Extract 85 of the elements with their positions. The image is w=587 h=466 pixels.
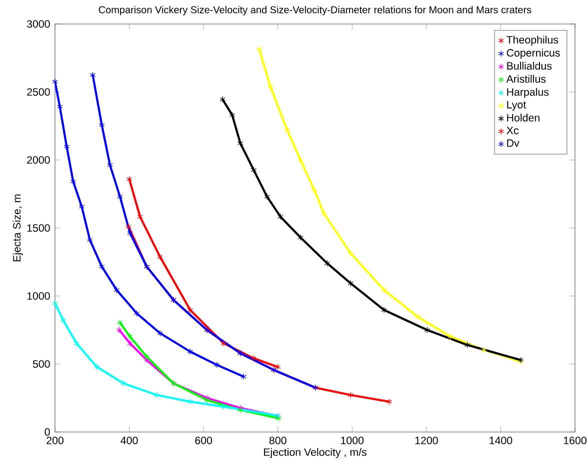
point xyxy=(220,340,226,347)
point xyxy=(144,353,150,360)
point xyxy=(98,122,105,128)
point xyxy=(157,254,163,260)
legend-label: Copernicus xyxy=(506,48,560,59)
point xyxy=(98,263,105,270)
point xyxy=(114,286,120,294)
point xyxy=(127,333,133,340)
x-tick-label: 1000 xyxy=(341,436,364,444)
point xyxy=(137,213,143,220)
point xyxy=(298,234,304,241)
point xyxy=(348,280,354,287)
legend-label: Lyot xyxy=(507,101,526,111)
legend-label: Xc xyxy=(506,126,518,134)
y-tick-label: 3000 xyxy=(26,20,50,28)
point xyxy=(381,286,387,294)
point xyxy=(60,316,66,324)
legend-label: Dv xyxy=(507,139,520,147)
point xyxy=(348,392,354,398)
point xyxy=(134,310,140,317)
point xyxy=(187,348,194,355)
point xyxy=(220,403,226,410)
point xyxy=(250,355,257,362)
point xyxy=(240,373,247,380)
point xyxy=(74,340,80,347)
x-tick-label: 1400 xyxy=(490,436,512,444)
point xyxy=(117,193,123,200)
x-tick-label: 600 xyxy=(195,436,212,444)
y-tick-label: 0 xyxy=(44,428,50,436)
point xyxy=(126,176,132,182)
y-tick-label: 2500 xyxy=(27,88,50,96)
point xyxy=(324,260,330,267)
point xyxy=(264,193,270,200)
point xyxy=(284,126,290,134)
point xyxy=(278,213,284,220)
point xyxy=(256,46,262,53)
y-axis-title: Ejecta Size, m xyxy=(12,194,23,262)
chart-title: Comparison Vickery Size-Velocity and Size-Velocity-Diameter relations for Moon and Mars craters xyxy=(98,6,532,16)
x-tick-label: 400 xyxy=(120,436,138,444)
point xyxy=(448,333,454,340)
y-tick-label: 500 xyxy=(32,360,50,368)
point xyxy=(321,210,327,217)
point xyxy=(126,223,132,230)
point xyxy=(87,236,93,244)
point xyxy=(78,203,85,210)
legend-label: Harpalus xyxy=(507,88,549,98)
point xyxy=(311,186,318,194)
y-tick-label: 1500 xyxy=(27,224,50,232)
point xyxy=(298,156,304,164)
point xyxy=(229,112,236,118)
x-tick-label: 200 xyxy=(46,436,64,444)
point xyxy=(52,300,58,307)
point xyxy=(90,72,96,78)
x-tick-label: 800 xyxy=(269,436,286,444)
legend-label: Bullialdus xyxy=(507,62,552,70)
point xyxy=(116,326,122,334)
point xyxy=(268,83,274,90)
point xyxy=(274,364,281,370)
point xyxy=(220,96,226,103)
point xyxy=(386,398,392,405)
point xyxy=(127,340,133,347)
legend-label: Holden xyxy=(507,114,540,122)
point xyxy=(237,140,244,147)
point xyxy=(127,230,133,236)
x-tick-label: 1200 xyxy=(415,436,438,444)
point xyxy=(52,78,58,85)
point xyxy=(117,319,123,326)
legend-label: Theophilus xyxy=(506,36,558,46)
x-tick-label: 1600 xyxy=(564,436,586,444)
y-tick-label: 2000 xyxy=(27,156,50,164)
point xyxy=(154,392,160,398)
point xyxy=(414,313,420,320)
point xyxy=(70,178,76,185)
point xyxy=(187,306,194,314)
point xyxy=(464,342,470,348)
legend-label: Aristillus xyxy=(506,74,546,83)
point xyxy=(94,363,100,370)
x-axis-title: Ejection Velocity , m/s xyxy=(264,448,366,458)
y-tick-label: 1000 xyxy=(27,292,50,300)
point xyxy=(348,250,354,257)
point xyxy=(144,356,150,364)
point xyxy=(276,415,282,422)
point xyxy=(481,346,487,354)
point xyxy=(250,166,257,174)
point xyxy=(187,398,194,405)
